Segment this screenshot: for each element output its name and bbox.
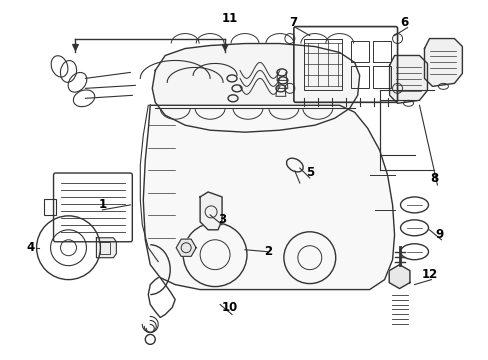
Polygon shape	[96, 238, 116, 258]
Text: 12: 12	[421, 268, 437, 281]
Bar	[43, 199, 56, 215]
Text: 10: 10	[222, 301, 238, 314]
Bar	[303, 39, 341, 90]
Text: 7: 7	[288, 16, 296, 29]
Text: 9: 9	[434, 228, 443, 241]
Text: 2: 2	[264, 245, 271, 258]
Text: 5: 5	[305, 166, 313, 179]
Polygon shape	[389, 55, 427, 103]
Bar	[372, 41, 390, 62]
Bar	[350, 67, 368, 88]
Text: 4: 4	[26, 241, 35, 254]
Text: 11: 11	[222, 12, 238, 25]
Polygon shape	[200, 192, 222, 230]
Polygon shape	[176, 239, 196, 256]
Text: 3: 3	[218, 213, 225, 226]
Polygon shape	[424, 39, 462, 86]
Polygon shape	[152, 44, 359, 132]
Text: 1: 1	[98, 198, 106, 211]
Bar	[100, 242, 110, 254]
Polygon shape	[388, 265, 409, 289]
Bar	[372, 67, 390, 88]
Text: 6: 6	[400, 16, 408, 29]
Polygon shape	[143, 105, 394, 289]
Text: 8: 8	[429, 171, 438, 185]
Bar	[350, 41, 368, 62]
